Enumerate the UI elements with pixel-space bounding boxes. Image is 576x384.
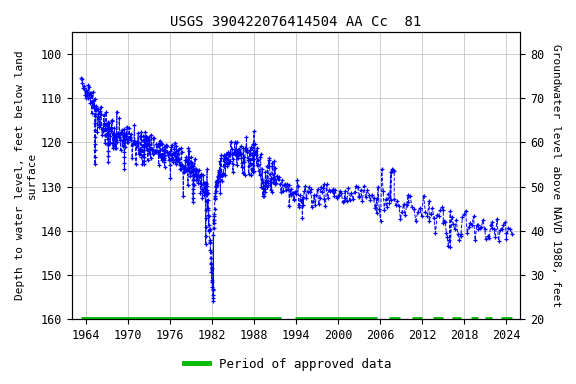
Y-axis label: Groundwater level above NAVD 1988, feet: Groundwater level above NAVD 1988, feet bbox=[551, 44, 561, 307]
Legend: Period of approved data: Period of approved data bbox=[179, 353, 397, 376]
Title: USGS 390422076414504 AA Cc  81: USGS 390422076414504 AA Cc 81 bbox=[170, 15, 422, 29]
Y-axis label: Depth to water level, feet below land
surface: Depth to water level, feet below land su… bbox=[15, 51, 37, 300]
